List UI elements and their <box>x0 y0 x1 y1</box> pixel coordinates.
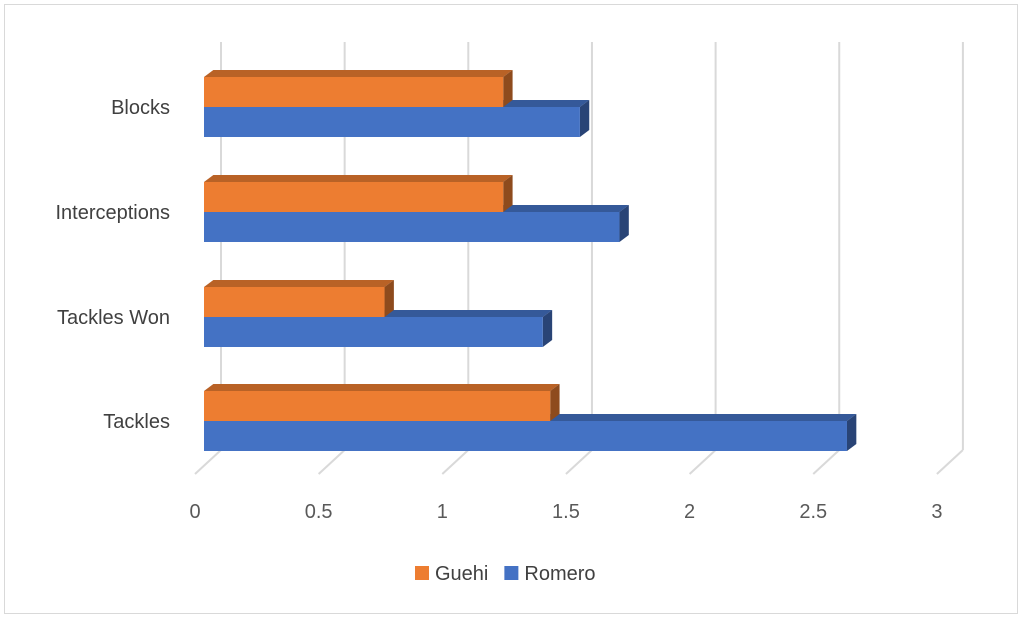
x-tick-label: 2.5 <box>799 501 827 523</box>
bar-romero <box>204 107 580 137</box>
x-tick-label: 1.5 <box>552 501 580 523</box>
bar-guehi <box>204 391 551 421</box>
bar-guehi <box>204 287 385 317</box>
bar-guehi-side <box>384 280 394 317</box>
category-label: Tackles Won <box>57 307 170 329</box>
bar-guehi-side <box>550 384 560 421</box>
bar-guehi <box>204 77 504 107</box>
gridline-floor <box>565 449 593 475</box>
bar-guehi-top <box>204 280 394 287</box>
gridline-floor <box>194 449 222 475</box>
x-tick-label: 2 <box>684 501 695 523</box>
gridline-floor <box>936 449 964 475</box>
category-label: Tackles <box>103 411 170 433</box>
bar-guehi-side <box>503 175 513 212</box>
bar-romero-side <box>542 310 553 347</box>
bar-guehi-top <box>204 70 513 77</box>
x-tick-label: 0.5 <box>305 501 333 523</box>
bar-romero <box>204 421 847 451</box>
legend-swatch <box>504 566 519 580</box>
bar-romero <box>204 317 543 347</box>
gridline-floor <box>317 449 346 475</box>
x-tick-label: 0 <box>189 501 200 523</box>
bar-guehi-side <box>503 70 513 107</box>
legend-label: Guehi <box>435 563 488 585</box>
bar-romero-side <box>846 414 857 451</box>
gridline-floor <box>441 449 469 475</box>
category-label: Blocks <box>111 97 170 119</box>
gridline-floor <box>688 449 717 475</box>
bar-guehi <box>204 182 504 212</box>
bar-romero-side <box>579 100 590 137</box>
category-label: Interceptions <box>55 202 170 224</box>
gridline-floor <box>812 449 840 475</box>
bar-guehi-top <box>204 384 560 391</box>
bar-romero-side <box>619 205 629 242</box>
bar-romero <box>204 212 620 242</box>
legend-swatch <box>415 566 429 580</box>
legend-label: Romero <box>524 563 595 585</box>
x-tick-label: 1 <box>437 501 448 523</box>
bar-guehi-top <box>204 175 513 182</box>
x-tick-label: 3 <box>931 501 942 523</box>
